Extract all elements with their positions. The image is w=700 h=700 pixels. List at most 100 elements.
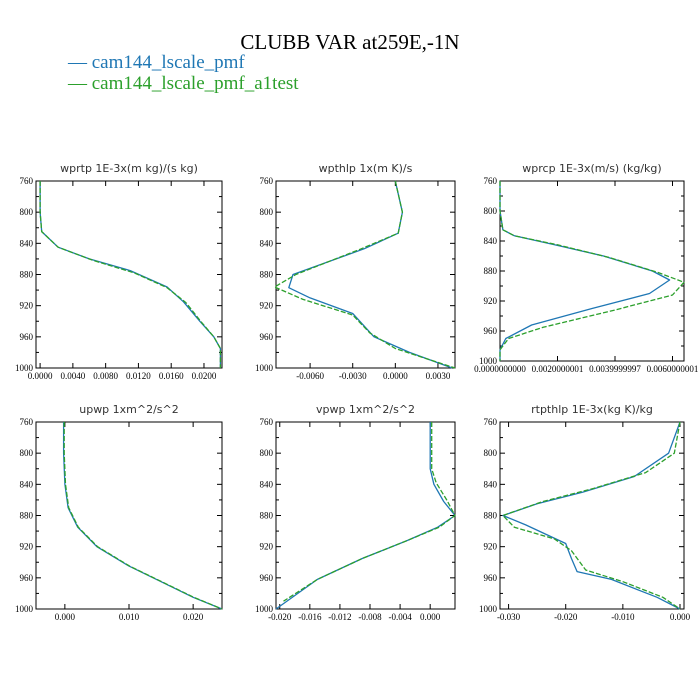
y-tick-label: 920 (20, 301, 34, 311)
y-tick-label: 760 (20, 417, 34, 427)
x-tick-label: 0.0020000001 (532, 364, 584, 374)
y-tick-label: 760 (260, 417, 274, 427)
chart-panel-1: wpthlp 1x(m K)/s 760 800 840 880 920 960 1000 -0… (255, 162, 456, 381)
series-line-0 (288, 180, 453, 369)
y-tick-label: 800 (20, 448, 34, 458)
x-tick-label: -0.020 (268, 612, 292, 622)
y-tick-label: 800 (260, 207, 274, 217)
x-tick-label: -0.0030 (339, 371, 367, 381)
y-tick-label: 960 (260, 332, 274, 342)
page-title: CLUBB VAR at259E,-1N (240, 30, 460, 54)
y-tick-label: 920 (20, 542, 34, 552)
series-line-0 (39, 181, 222, 368)
legend-label: cam144_lscale_pmf_a1test (91, 73, 299, 94)
plot-frame (35, 180, 223, 369)
chart-panel-5: rtpthlp 1E-3x(kg K)/kg 760 800 840 880 920 960… (479, 403, 691, 622)
x-tick-label: -0.010 (611, 612, 635, 622)
x-tick-label: -0.016 (298, 612, 322, 622)
chart-title: wprtp 1E-3x(m kg)/(s kg) (60, 162, 198, 175)
plot-frame (499, 180, 685, 362)
x-tick-label: 0.0040 (60, 371, 85, 381)
x-tick-label: -0.004 (388, 612, 412, 622)
series-line-1 (499, 181, 685, 361)
x-tick-label: -0.008 (358, 612, 382, 622)
x-tick-label: 0.010 (119, 612, 140, 622)
series-line-1 (39, 181, 222, 368)
x-tick-label: -0.030 (497, 612, 521, 622)
y-tick-label: 960 (484, 326, 498, 336)
y-tick-label: 1000 (479, 356, 498, 366)
x-tick-label: 0.020 (183, 612, 204, 622)
chart-panel-2: wprcp 1E-3x(m/s) (kg/kg) 760 800 840 880 920 9… (474, 162, 698, 374)
legend-line-glyph: — (68, 52, 92, 73)
y-tick-label: 840 (20, 479, 34, 489)
y-tick-label: 760 (20, 176, 34, 186)
x-tick-label: 0.0200 (192, 371, 217, 381)
series-line-0 (499, 181, 671, 361)
x-tick-label: 0.0039999997 (589, 364, 641, 374)
x-tick-label: 0.0160 (159, 371, 184, 381)
chart-title: wpthlp 1x(m K)/s (319, 162, 413, 175)
legend-entry-0: — cam144_lscale_pmf (68, 52, 245, 74)
x-tick-label: 0.0080 (93, 371, 118, 381)
y-tick-label: 960 (484, 573, 498, 583)
y-tick-label: 920 (484, 542, 498, 552)
y-tick-label: 840 (260, 238, 274, 248)
y-tick-label: 840 (484, 236, 498, 246)
x-tick-label: 0.000 (55, 612, 76, 622)
y-tick-label: 1000 (15, 363, 34, 373)
x-tick-label: 0.0000 (383, 371, 408, 381)
x-tick-label: 0.000 (670, 612, 691, 622)
y-tick-label: 920 (484, 296, 498, 306)
y-tick-label: 800 (260, 448, 274, 458)
legend-entry-1: — cam144_lscale_pmf_a1test (68, 73, 299, 95)
y-tick-label: 1000 (255, 604, 274, 614)
series-line-1 (283, 422, 456, 602)
chart-title: vpwp 1xm^2/s^2 (316, 403, 415, 416)
y-tick-label: 800 (20, 207, 34, 217)
plot-frame (275, 421, 456, 610)
y-tick-label: 800 (484, 448, 498, 458)
y-tick-label: 960 (20, 332, 34, 342)
chart-title: rtpthlp 1E-3x(kg K)/kg (531, 403, 653, 416)
series-line-1 (273, 180, 456, 369)
x-tick-label: 0.0030 (426, 371, 451, 381)
y-tick-label: 760 (484, 176, 498, 186)
series-line-0 (62, 422, 223, 610)
legend-line-glyph: — (68, 73, 92, 94)
x-tick-label: 0.0000 (28, 371, 53, 381)
x-tick-label: 0.0060000001 (647, 364, 699, 374)
series-line-0 (275, 422, 456, 610)
y-tick-label: 920 (260, 542, 274, 552)
y-tick-label: 880 (484, 511, 498, 521)
x-tick-label: -0.012 (328, 612, 351, 622)
y-tick-label: 880 (20, 270, 34, 280)
y-tick-label: 880 (484, 266, 498, 276)
plot-frame (275, 180, 456, 369)
y-tick-label: 960 (20, 573, 34, 583)
y-tick-label: 1000 (479, 604, 498, 614)
series-line-1 (63, 422, 223, 610)
x-tick-label: 0.0120 (126, 371, 151, 381)
y-tick-label: 880 (260, 270, 274, 280)
series-line-0 (502, 421, 681, 610)
x-tick-label: 0.0000000000 (474, 364, 526, 374)
y-tick-label: 1000 (255, 363, 274, 373)
y-tick-label: 800 (484, 206, 498, 216)
chart-panel-0: wprtp 1E-3x(m kg)/(s kg) 760 800 840 880 920 9… (15, 162, 223, 381)
y-tick-label: 1000 (15, 604, 34, 614)
x-tick-label: -0.0060 (296, 371, 324, 381)
y-tick-label: 760 (484, 417, 498, 427)
legend-label: cam144_lscale_pmf (91, 52, 245, 73)
y-tick-label: 880 (20, 511, 34, 521)
x-tick-label: -0.020 (554, 612, 578, 622)
x-tick-label: 0.000 (420, 612, 441, 622)
y-tick-label: 840 (260, 479, 274, 489)
series-line-1 (502, 421, 681, 610)
chart-panel-4: vpwp 1xm^2/s^27608008408809209601000-0.0… (255, 403, 456, 622)
plot-frame (499, 421, 685, 610)
chart-title: wprcp 1E-3x(m/s) (kg/kg) (522, 162, 661, 175)
y-tick-label: 760 (260, 176, 274, 186)
y-tick-label: 840 (484, 479, 498, 489)
